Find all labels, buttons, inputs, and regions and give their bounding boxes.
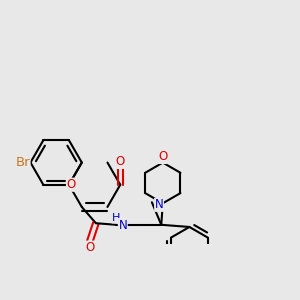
Text: Br: Br [15,156,30,169]
Text: N: N [118,219,127,232]
Text: O: O [67,178,76,191]
Text: O: O [158,151,167,164]
Text: O: O [85,241,94,254]
Text: H: H [112,213,120,223]
Text: N: N [155,198,164,211]
Text: O: O [116,155,125,168]
